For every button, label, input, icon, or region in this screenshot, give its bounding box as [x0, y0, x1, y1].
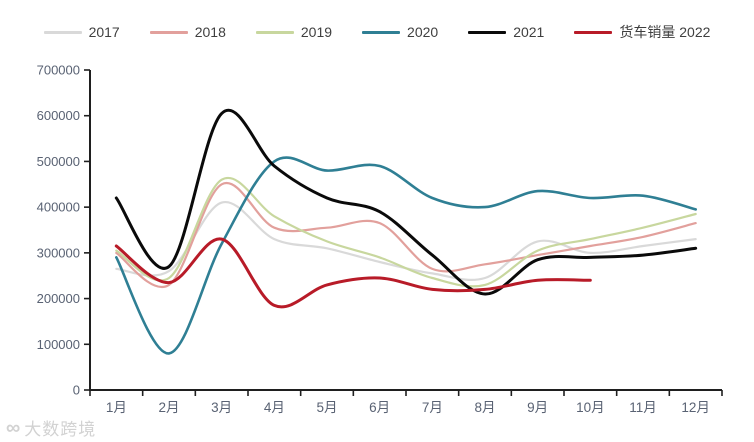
- legend-swatch-2017: [43, 30, 82, 34]
- legend-label-2021: 2021: [513, 24, 545, 40]
- watermark: ∞ 大数跨境: [6, 415, 96, 440]
- y-axis-tick-label: 700000: [37, 63, 80, 78]
- legend-swatch-2021: [468, 30, 507, 34]
- y-axis-tick-label: 0: [73, 383, 80, 398]
- legend-label-2020: 2020: [407, 24, 439, 40]
- y-axis-tick-label: 200000: [37, 291, 80, 306]
- legend-label-2017: 2017: [88, 24, 120, 40]
- y-axis-tick-label: 100000: [37, 337, 80, 352]
- legend-label-2019: 2019: [300, 24, 333, 40]
- x-axis-tick-label: 8月: [474, 400, 495, 415]
- x-axis-tick-label: 12月: [681, 400, 710, 415]
- x-axis-tick-label: 1月: [106, 400, 127, 415]
- x-axis-tick-label: 2月: [158, 400, 179, 415]
- x-axis-tick-label: 6月: [369, 400, 390, 415]
- series-line-2019: [115, 176, 697, 288]
- legend-swatch-2020: [362, 30, 401, 34]
- legend-item-2019: 2019: [255, 24, 333, 40]
- x-axis-tick-label: 11月: [629, 400, 657, 415]
- x-axis-tick-label: 10月: [576, 400, 605, 415]
- watermark-logo-icon: ∞: [6, 416, 22, 439]
- legend-item-truck-sales-2022: 货车销量 2022: [574, 22, 710, 42]
- legend-item-2021: 2021: [468, 24, 544, 40]
- y-axis-tick-label: 600000: [37, 108, 80, 123]
- watermark-text: 大数跨境: [24, 420, 97, 439]
- x-axis-tick-label: 9月: [527, 400, 548, 415]
- series-line-货车销量-2022: [114, 237, 592, 309]
- series-line-2020: [115, 156, 697, 355]
- series-line-2017: [115, 201, 697, 281]
- x-axis-tick-label: 3月: [211, 400, 232, 415]
- y-axis-tick-label: 400000: [37, 200, 80, 215]
- legend-item-2018: 2018: [149, 24, 226, 40]
- series-line-2021: [114, 109, 698, 296]
- legend-swatch-2019: [255, 30, 294, 34]
- x-axis-tick-label: 5月: [316, 400, 337, 415]
- legend-item-2020: 2020: [362, 24, 438, 40]
- y-axis-tick-label: 500000: [37, 154, 80, 169]
- legend-swatch-2018: [149, 30, 188, 34]
- x-axis-tick-label: 4月: [264, 400, 285, 415]
- series-line-2018: [115, 181, 697, 289]
- legend-swatch-2022: [574, 30, 613, 34]
- legend-item-2017: 2017: [43, 24, 120, 40]
- legend-label-2018: 2018: [194, 24, 226, 40]
- y-axis-tick-label: 300000: [37, 245, 80, 260]
- chart-legend: 2017 2018 2019 2020 2021 货车销量 2022: [0, 18, 754, 46]
- legend-label-truck-sales-2022: 货车销量 2022: [619, 24, 711, 40]
- x-axis-tick-label: 7月: [422, 400, 443, 415]
